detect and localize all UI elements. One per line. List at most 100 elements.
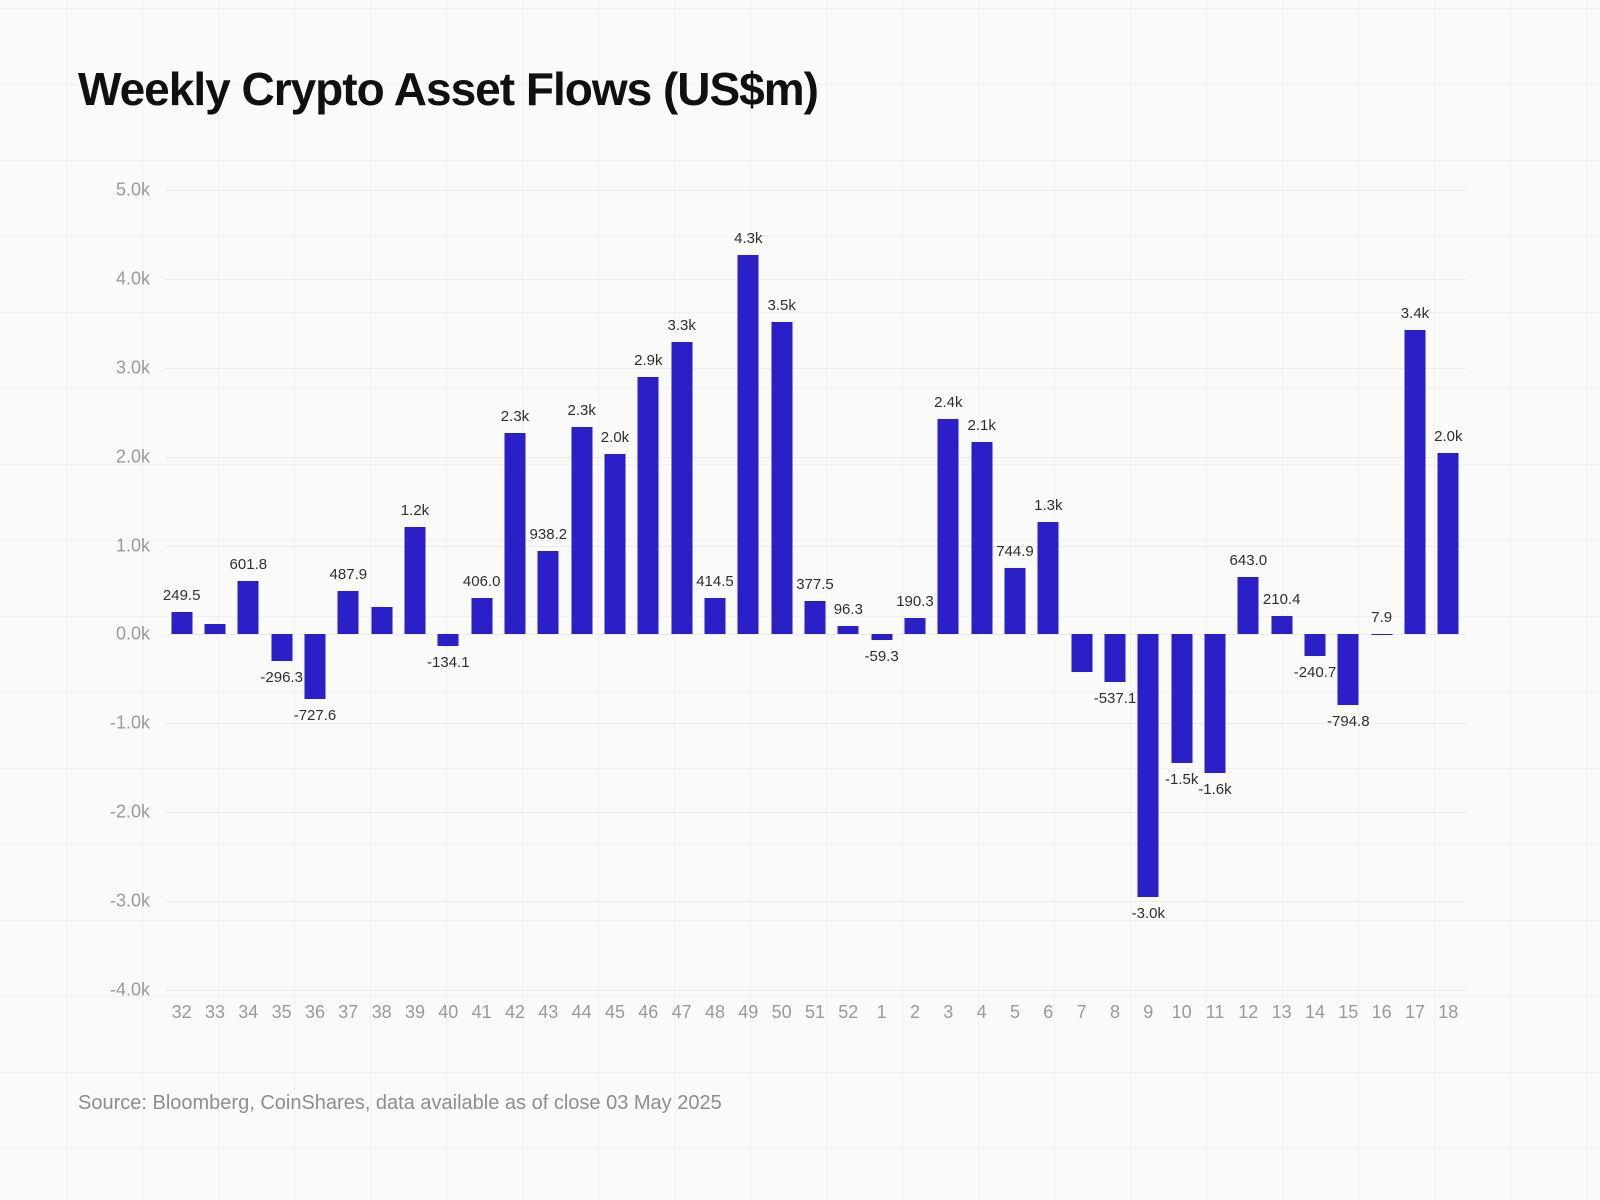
bar-slot: 2.3k 44	[565, 190, 598, 1022]
bar-slot: 2.0k 18	[1432, 190, 1465, 1022]
bar	[1237, 577, 1259, 635]
bar	[804, 600, 826, 635]
bar	[304, 634, 326, 700]
bar-value-label: -537.1	[1093, 690, 1137, 708]
bar	[1337, 634, 1359, 706]
gridline	[165, 723, 1465, 725]
gridline	[165, 812, 1465, 814]
gridline	[165, 278, 1465, 280]
x-axis-tick-label: 41	[471, 1002, 492, 1022]
x-axis-tick-label: 35	[271, 1002, 292, 1022]
x-axis-tick-label: 7	[1076, 1002, 1087, 1022]
y-axis-tick-label: 1.0k	[115, 535, 150, 556]
x-axis-tick-label: 10	[1171, 1002, 1192, 1022]
bar-slot: 7.9 16	[1365, 190, 1398, 1022]
bar-slot: 33	[198, 190, 231, 1022]
bar-slot: 487.9 37	[329, 190, 368, 1022]
gridline	[165, 901, 1465, 903]
x-axis-tick-label: 43	[538, 1002, 559, 1022]
x-axis-tick-label: 9	[1143, 1002, 1154, 1022]
bar-slot: 406.0 41	[463, 190, 501, 1022]
bar-slot: 2.4k 3	[932, 190, 965, 1022]
bar-slot: 744.9 5	[996, 190, 1034, 1022]
bar	[337, 591, 359, 635]
bar-value-label: 3.4k	[1400, 304, 1430, 322]
bar-slot: 249.5 32	[163, 190, 201, 1022]
bar-value-label: 2.3k	[500, 407, 530, 425]
bar-value-label: -1.6k	[1198, 781, 1232, 799]
bar-slot: 96.3 52	[832, 190, 865, 1022]
bar	[937, 419, 959, 635]
y-axis-tick-label: -3.0k	[109, 890, 150, 911]
bar	[604, 454, 626, 635]
x-axis-tick-label: 14	[1304, 1002, 1325, 1022]
bar	[237, 580, 259, 635]
x-axis-tick-label: 45	[604, 1002, 625, 1022]
gridline	[165, 456, 1465, 458]
bar-slot: 1.2k 39	[398, 190, 431, 1022]
bar-value-label: -1.5k	[1164, 771, 1199, 789]
bar	[1037, 521, 1059, 635]
y-axis-tick-label: -1.0k	[109, 712, 150, 733]
bar-slot: 1.3k 6	[1032, 190, 1065, 1022]
y-axis-tick-label: 4.0k	[115, 268, 150, 289]
bar-value-label: -240.7	[1293, 663, 1337, 681]
bar-value-label: 2.0k	[600, 429, 630, 446]
bar	[837, 625, 859, 635]
bar-value-label: 2.4k	[934, 394, 963, 412]
bar-value-label: 2.0k	[1434, 428, 1463, 446]
bar	[1071, 634, 1093, 672]
bar-slot: 210.4 13	[1262, 190, 1301, 1022]
bar-value-label: 643.0	[1229, 552, 1268, 570]
bar-slot: 2.9k 46	[632, 190, 665, 1022]
x-axis-tick-label: 50	[771, 1002, 792, 1022]
bar-value-label: 3.3k	[667, 317, 696, 334]
bar	[1171, 634, 1193, 764]
x-axis-tick-label: 40	[438, 1002, 459, 1022]
bar-value-label: 210.4	[1262, 590, 1301, 608]
bar-slot: 190.3 2	[896, 190, 934, 1022]
bar	[1304, 634, 1326, 656]
bar-slot: 3.5k 50	[765, 190, 798, 1022]
bar	[504, 432, 526, 635]
bar	[404, 526, 426, 635]
x-axis-tick-label: 44	[571, 1002, 592, 1022]
bar	[1437, 453, 1459, 635]
x-axis-tick-label: 39	[404, 1002, 425, 1022]
bar-slot: 601.8 34	[230, 190, 268, 1022]
bar	[871, 634, 893, 640]
bar	[571, 427, 593, 635]
bar-value-label: 2.9k	[634, 351, 663, 369]
bar-slot: -537.1 8	[1094, 190, 1136, 1022]
bar-value-label: 1.2k	[400, 501, 430, 519]
bar-value-label: -727.6	[293, 707, 337, 725]
bar	[371, 606, 393, 635]
bar-value-label: 487.9	[329, 566, 368, 584]
bar-value-label: -794.8	[1327, 713, 1370, 731]
bar	[1404, 329, 1426, 635]
bar	[971, 442, 993, 635]
bar-slot: -1.6k 11	[1198, 190, 1232, 1022]
bar-value-label: -134.1	[427, 654, 470, 672]
x-axis-tick-label: 16	[1371, 1002, 1392, 1022]
x-axis-tick-label: 3	[943, 1002, 954, 1022]
y-axis-tick-label: 2.0k	[115, 446, 150, 467]
bar	[204, 623, 226, 635]
bar-value-label: 2.1k	[967, 417, 996, 435]
y-axis-tick-label: -4.0k	[109, 979, 150, 1000]
gridline	[165, 990, 1465, 991]
y-axis-tick-label: -2.0k	[109, 801, 150, 822]
x-axis-tick-label: 15	[1338, 1002, 1359, 1022]
bar-value-label: -3.0k	[1131, 904, 1165, 922]
bar	[1271, 615, 1293, 635]
y-axis-tick-label: 5.0k	[115, 179, 150, 200]
bar-value-label: 744.9	[996, 543, 1034, 561]
bar-value-label: 1.3k	[1034, 496, 1063, 514]
bar-value-label: -296.3	[260, 668, 303, 686]
bar-slot: 3.3k 47	[665, 190, 698, 1022]
bar	[637, 376, 659, 635]
bar-value-label: 190.3	[896, 592, 934, 610]
bar	[704, 597, 726, 635]
x-axis-tick-label: 37	[338, 1002, 359, 1022]
